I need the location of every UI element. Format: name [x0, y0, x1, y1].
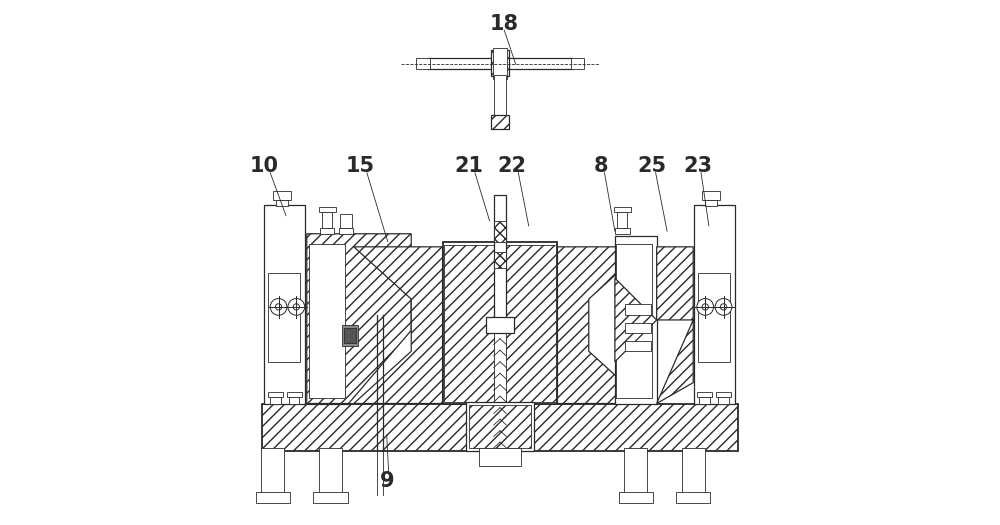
Bar	[619, 492, 653, 503]
Bar	[616, 244, 652, 398]
Bar	[615, 236, 657, 404]
Bar	[262, 404, 738, 450]
Bar	[270, 397, 281, 404]
Bar	[705, 200, 717, 206]
Bar	[491, 50, 509, 76]
Bar	[617, 212, 627, 227]
Bar	[319, 448, 342, 495]
Bar	[309, 244, 345, 398]
Bar	[506, 245, 556, 402]
Bar	[493, 48, 507, 79]
Bar	[268, 273, 300, 362]
Bar	[444, 245, 494, 402]
Bar	[494, 220, 506, 242]
Text: 15: 15	[346, 156, 375, 176]
Bar	[494, 252, 506, 268]
Polygon shape	[307, 234, 411, 404]
Bar	[486, 317, 514, 333]
Polygon shape	[615, 278, 657, 362]
Circle shape	[702, 304, 708, 310]
Bar	[342, 325, 358, 346]
Circle shape	[715, 299, 732, 315]
Text: 8: 8	[594, 156, 608, 176]
Circle shape	[720, 304, 727, 310]
Bar	[319, 207, 336, 212]
Bar	[322, 212, 332, 227]
Text: 18: 18	[490, 14, 519, 34]
Circle shape	[293, 304, 299, 310]
Circle shape	[697, 299, 714, 315]
Bar	[494, 75, 506, 116]
Bar	[570, 58, 584, 69]
Bar	[287, 392, 302, 397]
Bar	[716, 392, 731, 397]
Bar	[344, 328, 356, 343]
Text: 22: 22	[498, 156, 527, 176]
Bar	[625, 322, 651, 333]
Bar	[615, 227, 630, 234]
Bar	[427, 58, 573, 69]
Bar	[469, 405, 531, 448]
Bar	[682, 448, 705, 495]
Bar	[676, 492, 710, 503]
Bar	[261, 448, 284, 495]
Bar	[320, 227, 334, 234]
Bar	[494, 195, 506, 320]
Text: 9: 9	[380, 471, 395, 491]
Bar	[307, 236, 349, 404]
Circle shape	[275, 304, 282, 310]
Text: 23: 23	[683, 156, 712, 176]
Bar	[268, 392, 283, 397]
Bar	[491, 114, 509, 129]
Bar	[339, 227, 353, 234]
Bar	[273, 192, 291, 200]
Circle shape	[288, 299, 305, 315]
Bar	[276, 200, 288, 206]
Bar	[614, 207, 631, 212]
Polygon shape	[657, 247, 693, 404]
Bar	[699, 397, 710, 404]
Text: 21: 21	[454, 156, 483, 176]
Polygon shape	[354, 247, 443, 404]
Bar	[624, 448, 647, 495]
Bar	[698, 273, 730, 362]
Circle shape	[270, 299, 287, 315]
Bar	[694, 205, 735, 404]
Bar	[443, 242, 557, 404]
Bar	[718, 397, 729, 404]
Bar	[479, 448, 521, 466]
Bar	[416, 58, 430, 69]
Bar	[289, 397, 299, 404]
Bar	[256, 492, 290, 503]
Text: 10: 10	[249, 156, 278, 176]
Bar	[264, 205, 305, 404]
Bar	[466, 402, 534, 450]
Bar	[697, 392, 712, 397]
Bar	[625, 341, 651, 351]
Polygon shape	[557, 247, 646, 404]
Bar	[340, 214, 352, 227]
Bar	[313, 492, 348, 503]
Bar	[625, 304, 651, 314]
Bar	[702, 192, 720, 200]
Text: 25: 25	[637, 156, 666, 176]
